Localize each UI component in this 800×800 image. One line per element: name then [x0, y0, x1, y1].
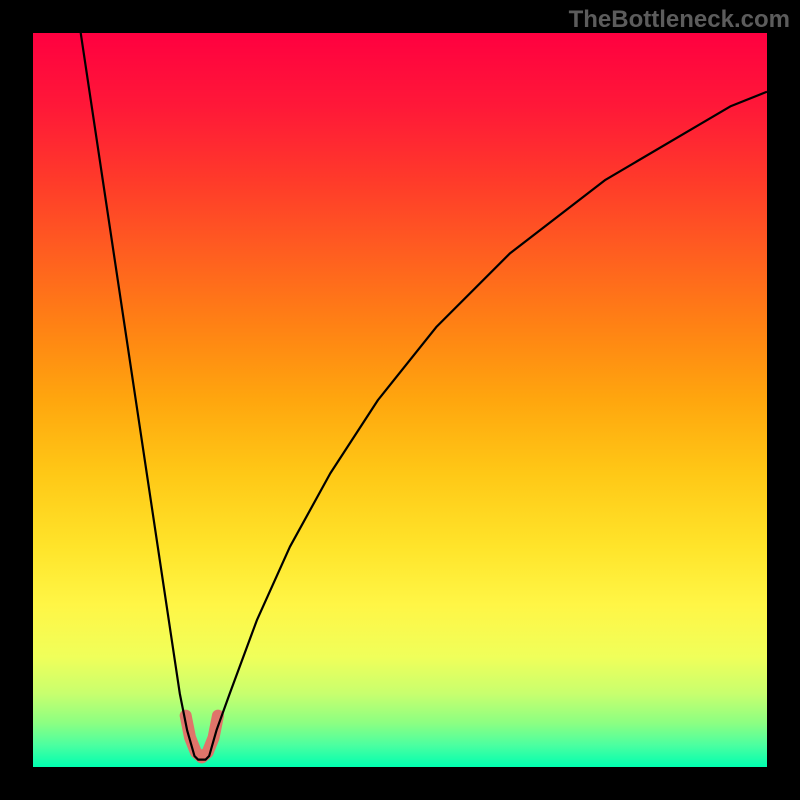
plot-area — [33, 33, 767, 767]
gradient-background — [33, 33, 767, 767]
watermark-text: TheBottleneck.com — [569, 6, 790, 34]
chart-frame: TheBottleneck.com — [0, 0, 800, 800]
